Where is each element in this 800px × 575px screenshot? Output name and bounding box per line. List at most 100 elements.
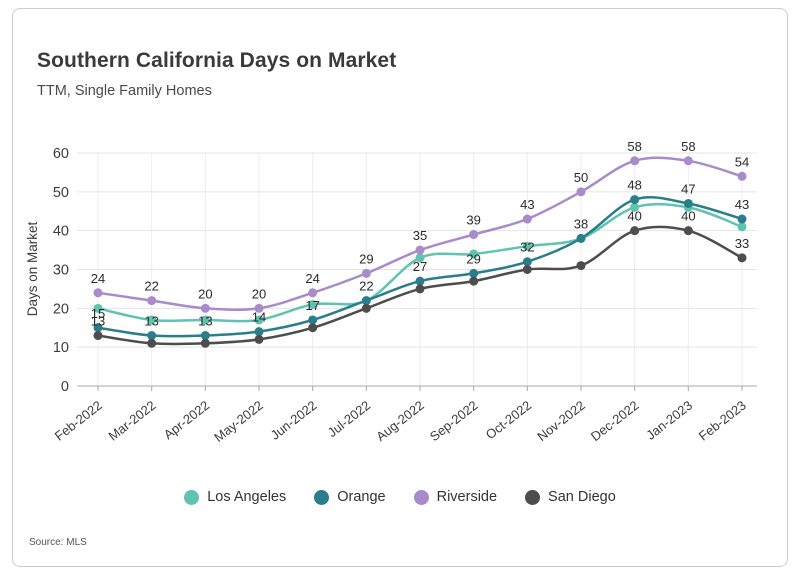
data-point-orange (469, 268, 479, 278)
data-point-orange (308, 315, 318, 325)
y-tick-label: 10 (53, 340, 69, 356)
data-point-san-diego (93, 331, 103, 341)
data-point-label: 33 (735, 236, 749, 251)
data-point-label: 39 (466, 213, 480, 228)
data-point-orange (415, 276, 425, 286)
data-point-label: 20 (198, 286, 212, 301)
source-note: Source: MLS (29, 537, 87, 548)
data-point-orange (147, 331, 157, 341)
data-point-san-diego (522, 265, 532, 274)
data-point-label: 13 (198, 314, 212, 329)
data-point-label: 40 (627, 209, 641, 224)
data-point-riverside (683, 156, 693, 166)
y-axis-title: Days on Market (25, 221, 40, 316)
legend-label-san-diego: San Diego (548, 489, 616, 505)
data-point-san-diego (147, 338, 157, 348)
data-point-san-diego (415, 284, 425, 294)
data-point-orange (630, 195, 640, 205)
data-point-orange (522, 257, 532, 267)
data-point-label: 14 (252, 310, 266, 325)
data-point-riverside (737, 171, 747, 181)
x-tick-label: Jul-2022 (325, 398, 374, 441)
data-point-label: 50 (574, 170, 588, 185)
legend-item-san-diego: San Diego (525, 489, 616, 505)
data-point-riverside (200, 303, 210, 313)
chart-subtitle: TTM, Single Family Homes (37, 83, 212, 99)
data-point-label: 20 (252, 286, 266, 301)
data-point-label: 13 (91, 314, 105, 329)
data-point-label: 17 (305, 298, 319, 313)
data-point-label: 24 (305, 271, 319, 286)
data-point-riverside (361, 268, 371, 278)
data-point-riverside (308, 288, 318, 298)
data-point-san-diego (200, 338, 210, 348)
data-point-los-angeles (200, 315, 210, 325)
data-point-riverside (93, 288, 103, 298)
x-tick-label: Feb-2023 (696, 398, 749, 444)
y-tick-label: 30 (53, 263, 69, 279)
x-tick-label: Apr-2022 (161, 398, 212, 443)
data-point-label: 43 (520, 197, 534, 212)
x-tick-label: Feb-2022 (52, 398, 105, 444)
legend-dot-san-diego (525, 489, 541, 505)
data-point-orange (683, 198, 693, 208)
data-point-los-angeles (522, 241, 532, 251)
data-point-san-diego (308, 323, 318, 333)
data-point-riverside (469, 230, 479, 240)
legend-dot-riverside (413, 489, 429, 505)
data-point-label: 32 (520, 240, 534, 255)
legend-dot-orange (314, 489, 330, 505)
y-tick-label: 50 (53, 185, 69, 201)
legend-dot-los-angeles (184, 489, 200, 505)
x-tick-label: Nov-2022 (534, 398, 588, 445)
data-point-san-diego (683, 226, 693, 236)
x-tick-label: Dec-2022 (588, 398, 642, 445)
legend-item-orange: Orange (314, 489, 386, 505)
legend-label-riverside: Riverside (436, 489, 498, 505)
data-point-los-angeles (415, 253, 425, 263)
data-point-label: 58 (681, 139, 695, 154)
data-point-label: 38 (574, 216, 588, 231)
data-point-label: 40 (681, 209, 695, 224)
data-point-label: 22 (144, 279, 158, 294)
data-point-label: 29 (359, 251, 373, 266)
data-point-orange (576, 233, 586, 243)
data-point-los-angeles (308, 299, 318, 309)
data-point-label: 13 (144, 314, 158, 329)
data-point-san-diego (361, 303, 371, 313)
y-tick-label: 20 (53, 301, 69, 317)
data-point-los-angeles (254, 315, 264, 325)
legend-label-los-angeles: Los Angeles (207, 489, 287, 505)
x-tick-label: Jan-2023 (643, 398, 695, 443)
data-point-los-angeles (147, 315, 157, 325)
legend-item-los-angeles: Los Angeles (184, 489, 286, 505)
data-point-riverside (254, 303, 264, 313)
data-point-orange (200, 331, 210, 341)
x-tick-label: Mar-2022 (105, 398, 158, 444)
x-tick-label: Sep-2022 (427, 398, 481, 445)
data-point-label: 35 (413, 228, 427, 243)
data-point-label: 47 (681, 181, 695, 196)
data-point-los-angeles (737, 222, 747, 232)
data-point-riverside (522, 214, 532, 224)
chart-card: Southern California Days on Market TTM, … (12, 8, 788, 567)
data-point-label: 22 (359, 279, 373, 294)
y-tick-label: 40 (53, 224, 69, 240)
data-point-los-angeles (630, 202, 640, 212)
data-point-label: 15 (91, 306, 105, 321)
data-point-label: 58 (627, 139, 641, 154)
data-point-san-diego (254, 334, 264, 344)
data-point-label: 24 (91, 271, 105, 286)
data-point-label: 43 (735, 197, 749, 212)
data-point-riverside (415, 245, 425, 255)
legend-label-orange: Orange (337, 489, 386, 505)
x-tick-label: Aug-2022 (373, 398, 427, 445)
legend: Los Angeles Orange Riverside San Diego (13, 489, 787, 505)
data-point-orange (361, 296, 371, 306)
data-point-label: 29 (466, 251, 480, 266)
chart-title: Southern California Days on Market (37, 49, 397, 72)
data-point-riverside (576, 187, 586, 197)
legend-item-riverside: Riverside (413, 489, 498, 505)
data-point-san-diego (469, 276, 479, 286)
